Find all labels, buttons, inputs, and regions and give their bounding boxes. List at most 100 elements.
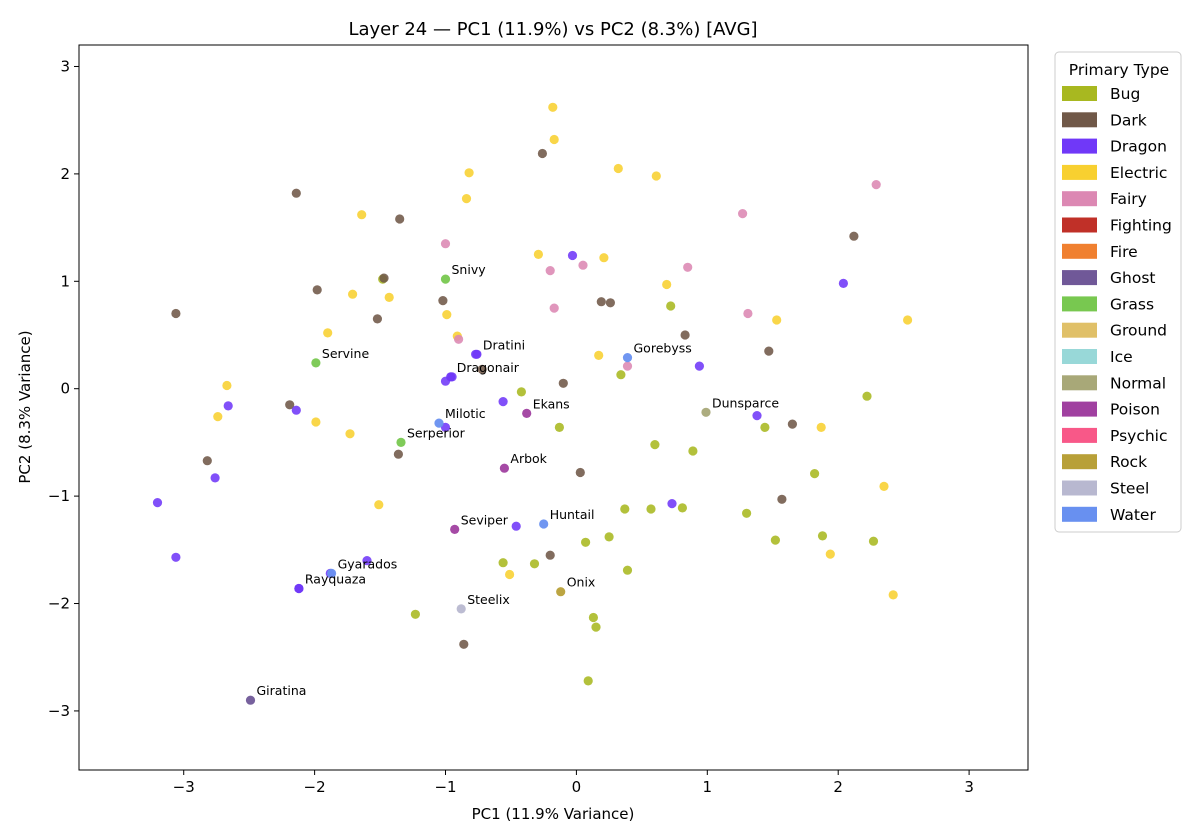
point-bug [810,469,820,479]
legend-label-fire: Fire [1110,243,1138,261]
point-dragon [362,556,372,566]
point-dragon [694,361,705,371]
point-snivy [440,274,451,284]
point-electric [816,422,826,432]
point-dark [764,346,774,356]
point-onix [556,587,566,597]
point-bug [677,503,688,513]
point-rayquaza [294,583,304,594]
y-tick-label: −3 [48,702,70,720]
x-tick-label: −3 [173,778,195,796]
annotation-ekans: Ekans [533,396,570,411]
point-dragon [567,250,578,261]
legend-swatch-electric [1062,164,1097,180]
annotation-giratina: Giratina [257,683,307,698]
point-dragonair [446,372,456,382]
point-steelix [456,604,466,614]
point-electric [323,328,333,338]
point-electric [345,429,355,439]
point-bug [516,387,527,397]
x-axis-ticks: −3 −2 −1 0 1 2 3 [173,770,974,796]
point-dark [393,449,403,459]
point-electric [594,350,604,360]
point-dark [849,231,859,241]
point-electric [825,549,835,559]
point-electric [548,102,558,112]
point-bug [770,535,781,545]
points-layer [152,102,913,686]
annotation-gyarados: Gyarados [338,556,398,571]
annotation-onix: Onix [567,575,596,590]
point-electric [464,168,474,178]
point-seviper [450,524,460,535]
point-dark [545,550,555,560]
annotations-layer: Snivy Dratini Servine Dragonair Gorebyss Ekan… [245,262,779,705]
point-dark [596,297,606,307]
point-fairy [683,262,693,272]
point-dragon [752,411,762,421]
annotation-milotic: Milotic [445,406,486,421]
point-fairy [545,266,555,276]
point-dragon [210,473,220,483]
point-dragon [440,422,451,432]
point-electric [651,171,661,181]
point-dark [202,456,212,466]
x-tick-label: 2 [833,778,843,796]
point-gyarados [327,568,337,579]
point-bug [583,676,593,686]
point-dark [787,419,798,429]
legend-swatch-fighting [1062,217,1097,233]
y-tick-label: 3 [60,57,70,75]
point-dark [477,364,487,374]
point-bug [591,622,601,632]
legend-swatch-dragon [1062,138,1097,154]
point-dark [680,330,690,340]
annotation-snivy: Snivy [452,262,487,277]
legend-swatch-grass [1062,296,1097,312]
point-electric [357,210,367,220]
point-electric [505,569,515,580]
point-dark [459,639,469,649]
legend-swatch-water [1062,506,1097,522]
legend-swatch-dark [1062,112,1097,128]
legend-label-ground: Ground [1110,322,1167,340]
annotation-arbok: Arbok [510,451,547,466]
point-electric [461,194,472,204]
point-fairy [738,209,748,219]
legend-label-bug: Bug [1110,85,1140,103]
annotation-dragonair: Dragonair [457,360,520,375]
legend-label-dark: Dark [1110,111,1147,129]
point-bug [410,609,420,619]
point-fairy [743,308,753,319]
point-ekans [522,408,532,418]
annotation-serperior: Serperior [407,425,466,440]
point-dratini [472,349,482,359]
legend-swatch-normal [1062,375,1097,391]
point-dark [285,400,295,410]
x-tick-label: −2 [304,778,326,796]
point-dark [558,378,568,388]
legend-label-normal: Normal [1110,374,1166,392]
point-dark [312,285,322,295]
point-electric [311,417,321,427]
point-dark [438,296,448,306]
legend-swatch-ghost [1062,270,1097,286]
legend-title: Primary Type [1069,61,1169,79]
point-electric [888,590,898,600]
point-dragon [291,405,301,415]
point-bug [742,508,752,518]
point-dark [379,273,389,283]
point-bug [529,559,540,569]
point-fairy [871,180,881,190]
point-fairy [622,361,633,371]
point-electric [533,249,544,259]
x-tick-label: 0 [572,778,582,796]
point-bug [622,565,633,575]
x-tick-label: 1 [703,778,713,796]
legend-swatch-rock [1062,454,1097,470]
legend-label-ice: Ice [1110,348,1133,366]
point-bug [588,612,599,623]
point-electric [442,310,452,320]
point-dark [537,148,548,159]
